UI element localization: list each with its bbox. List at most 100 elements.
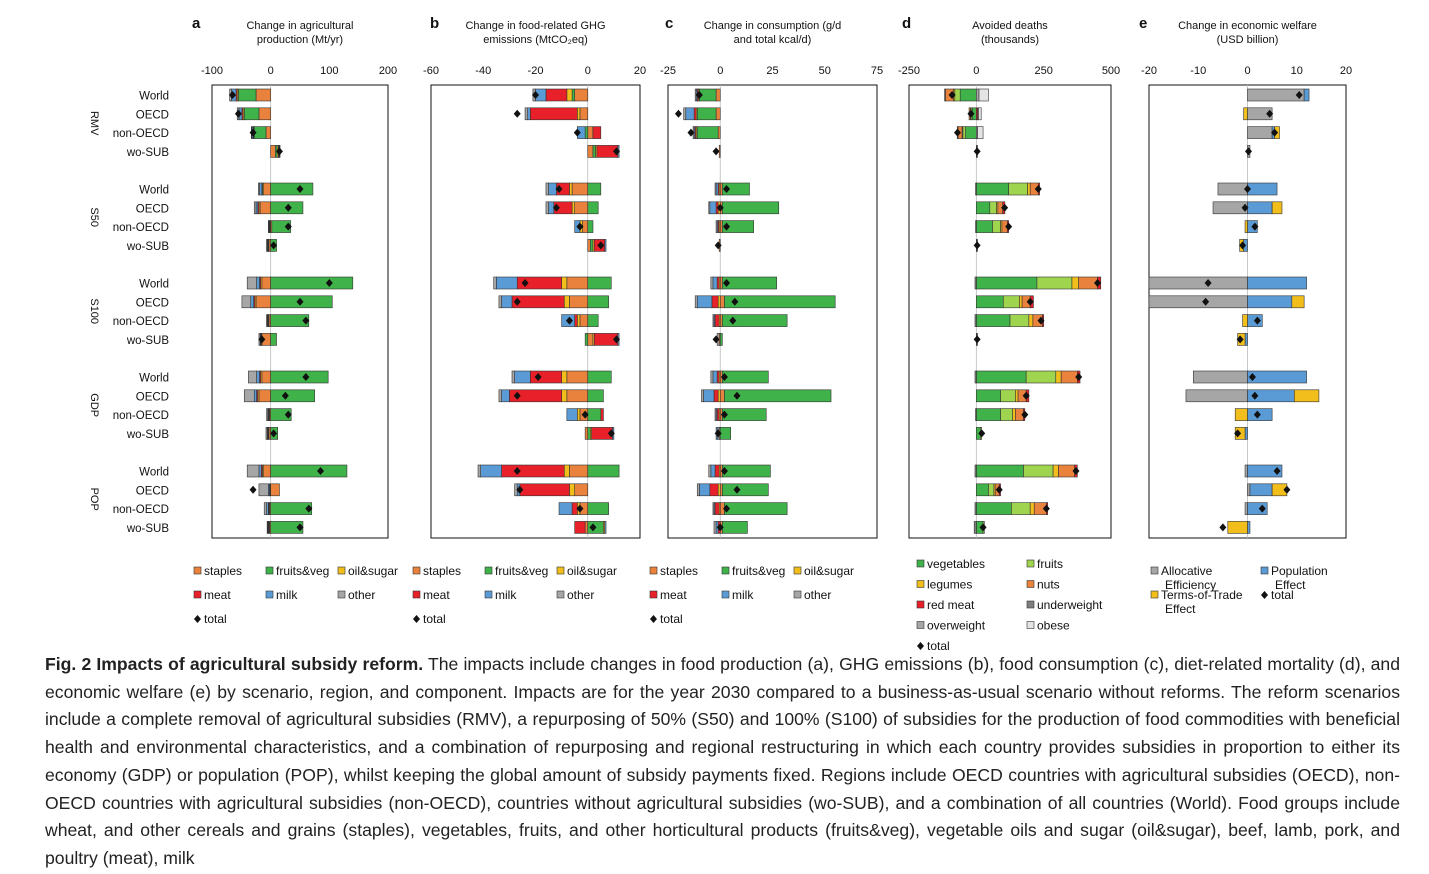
- tick-label-d: 500: [1102, 65, 1120, 77]
- legend-label-vegetables: vegetables: [927, 557, 985, 571]
- legend-label-obese: obese: [1037, 619, 1070, 633]
- bar-segment-alloc: [1244, 464, 1248, 478]
- bar-segment-milk: [514, 370, 531, 384]
- legend-swatch-overweight: [916, 621, 925, 629]
- legend-label-total: total: [423, 612, 446, 626]
- bar-segment-milk: [253, 389, 257, 403]
- bar-segment-fruits: [1025, 370, 1057, 384]
- legend-label-staples: staples: [423, 564, 461, 578]
- row-label-2: non-OECD: [113, 128, 169, 140]
- bar-segment-vegetables: [976, 483, 989, 497]
- bar-segment-staples: [579, 107, 589, 121]
- total-marker: [284, 222, 292, 231]
- row-label-19: wo-SUB: [126, 523, 170, 535]
- total-marker: [973, 335, 981, 344]
- bar-segment-oilsugar: [561, 389, 568, 403]
- bar-segment-vegetables: [976, 201, 991, 215]
- total-marker: [1037, 316, 1045, 325]
- bar-segment-oilsugar: [717, 483, 721, 497]
- bar-segment-vegetables: [965, 126, 977, 139]
- legend-swatch-meat: [412, 590, 421, 599]
- panel-title-b-line2: emissions (MtCO₂eq): [483, 34, 588, 46]
- bar-segment-meat: [709, 483, 719, 497]
- bar-segment-meat: [711, 295, 719, 309]
- panel-letter-e: e: [1139, 15, 1147, 32]
- bar-segment-other: [714, 182, 717, 196]
- total-marker: [723, 222, 731, 231]
- total-marker: [589, 523, 597, 532]
- legend-label-milk: milk: [276, 588, 298, 602]
- legend-label-other: other: [567, 588, 594, 602]
- total-marker: [1266, 109, 1274, 118]
- bar-segment-oilsugar: [571, 201, 575, 215]
- legend-label-oilsugar: oil&sugar: [567, 564, 617, 578]
- total-marker: [612, 147, 620, 156]
- total-marker: [720, 410, 728, 419]
- bar-segment-meat: [716, 408, 720, 421]
- legend-label-total: total: [927, 639, 950, 650]
- bar-segment-milk: [258, 464, 262, 478]
- total-marker: [325, 279, 333, 287]
- panel-title-a-line1: Change in agricultural: [246, 20, 353, 32]
- legend-label-underweight: underweight: [1037, 598, 1103, 612]
- bar-segment-fruits: [954, 88, 961, 102]
- tick-label-e: -20: [1141, 65, 1157, 77]
- bar-segment-underweight: [975, 182, 977, 196]
- legend-label-oilsugar: oil&sugar: [348, 564, 398, 578]
- total-marker: [1072, 467, 1080, 475]
- total-marker: [1001, 203, 1009, 212]
- bar-segment-milk: [604, 521, 607, 534]
- legend-c: staples fruits&veg oil&sugar meat milk other t…: [649, 564, 854, 626]
- bar-segment-fruitsveg: [587, 276, 612, 290]
- panel-letter-c: c: [665, 15, 673, 32]
- bar-segment-other: [498, 389, 502, 403]
- row-label-11: wo-SUB: [126, 335, 170, 347]
- legend-swatch-tot: [1150, 590, 1159, 599]
- legend-label-fruitsveg: fruits&veg: [495, 564, 548, 578]
- bar-segment-legumes: [1071, 276, 1079, 290]
- bar-segment-fruitsveg: [722, 521, 748, 534]
- bar-segment-staples: [265, 126, 271, 139]
- row-label-0: World: [139, 91, 169, 103]
- bar-segment-other: [708, 464, 712, 478]
- bar-segment-staples: [263, 182, 271, 196]
- bar-segment-fruits: [1023, 464, 1054, 478]
- bar-segment-other: [545, 201, 549, 215]
- bar-segment-fruitsveg: [270, 389, 315, 403]
- bar-segment-milk: [501, 295, 513, 309]
- bar-segment-pop: [1247, 521, 1251, 534]
- bar-segment-fruitsveg: [587, 201, 599, 215]
- bar-segment-milk: [703, 389, 715, 403]
- bar-segment-fruitsveg: [587, 182, 602, 196]
- bar-segment-milk: [566, 408, 578, 421]
- bar-segment-tot: [1227, 521, 1248, 534]
- bar-segment-meat: [713, 389, 719, 403]
- bar-segment-other: [246, 464, 260, 478]
- bar-segment-fruits: [962, 126, 966, 139]
- bar-segment-legumes: [1012, 408, 1016, 421]
- legend-label-total: total: [204, 612, 227, 626]
- total-marker: [296, 185, 304, 193]
- bar-segment-fruits: [989, 201, 997, 215]
- legend-label-fruitsveg: fruits&veg: [276, 564, 329, 578]
- bar-segment-fruitsveg: [722, 370, 769, 384]
- total-marker: [733, 485, 741, 494]
- total-marker: [1251, 222, 1259, 231]
- bar-segment-alloc: [1185, 389, 1248, 403]
- panel-c: c Change in consumption (g/d and total kca…: [649, 15, 883, 626]
- legend-label-overweight: overweight: [927, 619, 986, 633]
- bar-segment-fruitsveg: [722, 314, 788, 327]
- legend-swatch-fruits: [1026, 559, 1035, 568]
- bar-segment-staples: [584, 427, 589, 440]
- bar-segment-fruits: [988, 483, 995, 497]
- legend-label-total: total: [1271, 588, 1294, 602]
- total-marker: [1239, 241, 1247, 250]
- bar-segment-staples: [263, 464, 271, 478]
- bar-segment-tot: [1291, 295, 1305, 309]
- bar-segment-underweight: [975, 220, 977, 233]
- total-marker: [995, 485, 1003, 494]
- legend-swatch-milk: [484, 590, 493, 599]
- total-marker: [948, 91, 956, 99]
- panel-title-e-line1: Change in economic welfare: [1178, 20, 1317, 32]
- bar-segment-staples: [566, 389, 589, 403]
